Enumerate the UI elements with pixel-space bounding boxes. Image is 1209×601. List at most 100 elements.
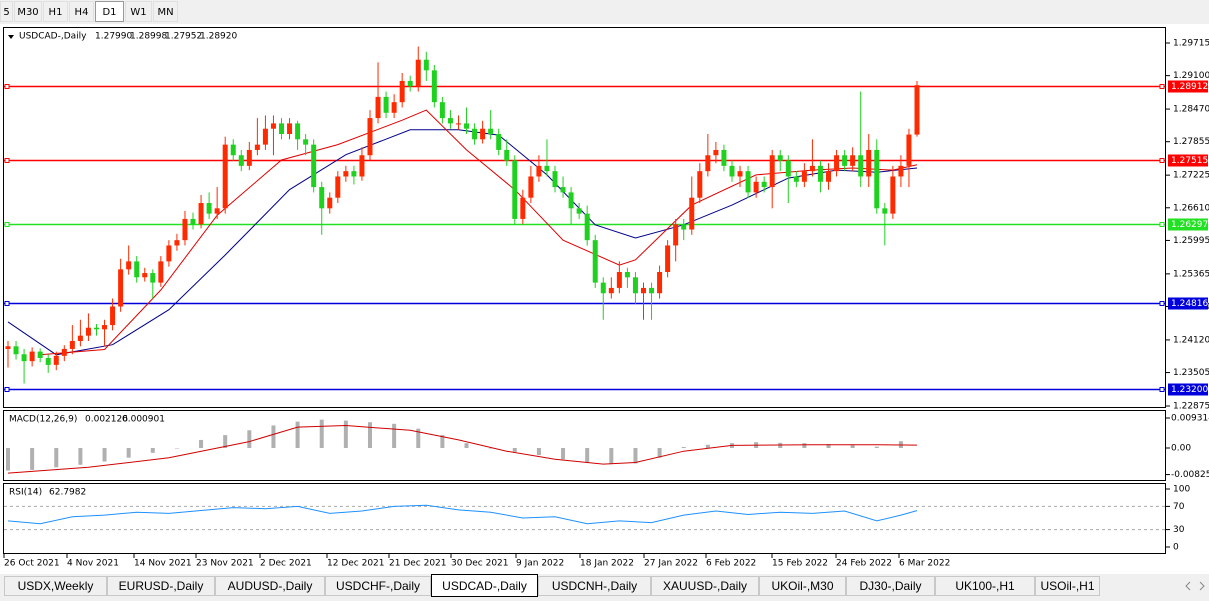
macd-value: 0.002126 <box>85 415 128 425</box>
chart-tab[interactable] <box>651 576 759 596</box>
candle-body <box>504 149 510 161</box>
macd-bar <box>464 443 469 448</box>
candle-body <box>383 96 389 113</box>
price-tick-label: 1.23505 <box>1173 368 1209 378</box>
chart-tab-label[interactable]: USDCNH-,Daily <box>552 579 637 593</box>
chart-tab[interactable] <box>107 576 215 596</box>
level-label: 1.23200 <box>1171 385 1208 395</box>
timeframe-label[interactable]: 5 <box>3 7 9 18</box>
menu-arrow[interactable] <box>8 35 14 39</box>
candle-body <box>423 59 429 71</box>
symbol-label: USDCAD-,Daily <box>19 32 87 42</box>
macd-bar <box>585 448 590 463</box>
level-handle[interactable] <box>4 387 10 392</box>
chart-tab-label[interactable]: DJ30-,Daily <box>859 579 921 593</box>
ohlc-value: 1.28920 <box>200 32 237 42</box>
candle-body <box>287 123 293 135</box>
chart-tab[interactable] <box>846 576 935 596</box>
chart-tab-label[interactable]: EURUSD-,Daily <box>119 579 204 593</box>
macd-bar <box>54 448 59 468</box>
candle-body <box>568 192 574 209</box>
level-label-box <box>1168 80 1208 93</box>
timeframe-button[interactable] <box>0 1 13 22</box>
scroll-right[interactable] <box>1199 581 1205 591</box>
level-handle[interactable] <box>4 84 10 89</box>
candle-body <box>343 171 349 177</box>
chart-tab-label[interactable]: UKOil-,M30 <box>771 579 833 593</box>
rsi-tick-label: 30 <box>1173 525 1185 535</box>
chart-tab-label[interactable]: USDX,Weekly <box>18 579 94 593</box>
level-handle[interactable] <box>1159 222 1165 227</box>
timeframe-button[interactable] <box>153 1 178 22</box>
chart-tab-label[interactable]: XAUUSD-,Daily <box>663 579 747 593</box>
chart-tab-label[interactable]: USOil-,H1 <box>1040 579 1094 593</box>
chart-tab[interactable] <box>538 576 651 596</box>
candle-body <box>632 277 638 294</box>
timeframe-button[interactable] <box>69 1 94 22</box>
chart-tab-label[interactable]: USDCAD-,Daily <box>442 579 527 593</box>
chart-tab-label[interactable]: AUDUSD-,Daily <box>228 579 313 593</box>
candle-body <box>311 144 317 188</box>
timeframe-label[interactable]: D1 <box>102 7 116 18</box>
price-tick-label: 1.27855 <box>1173 137 1209 147</box>
chart-tab[interactable] <box>4 576 107 596</box>
chart-tab[interactable] <box>325 576 431 596</box>
chart-tab[interactable] <box>759 576 846 596</box>
candle-body <box>206 203 212 214</box>
candle-body <box>801 171 807 182</box>
timeframe-button[interactable] <box>43 1 68 22</box>
candle-body <box>102 325 108 330</box>
level-handle[interactable] <box>4 222 10 227</box>
price-tick-label: 1.29715 <box>1173 39 1209 49</box>
candle-body <box>246 149 252 166</box>
candle-body <box>697 171 703 198</box>
chart-tab[interactable] <box>431 574 538 597</box>
candle-body <box>777 155 783 161</box>
chart-tab[interactable] <box>1035 576 1100 596</box>
scroll-left[interactable] <box>1185 581 1191 591</box>
level-handle[interactable] <box>1159 301 1165 306</box>
candle-body <box>560 187 566 193</box>
price-tick-label: 1.25365 <box>1173 269 1209 279</box>
candle-body <box>488 128 494 135</box>
macd-bar <box>343 420 348 448</box>
level-handle[interactable] <box>4 158 10 163</box>
candle-body <box>640 287 646 294</box>
candle-body <box>118 269 124 307</box>
candle-body <box>785 160 791 177</box>
macd-bar <box>78 448 83 465</box>
candle-body <box>536 165 542 177</box>
chart-tab[interactable] <box>935 576 1035 596</box>
timeframe-button[interactable] <box>125 1 152 22</box>
chart-tab[interactable] <box>215 576 325 596</box>
candle-body <box>898 165 904 177</box>
timeframe-label[interactable]: M30 <box>17 7 38 18</box>
price-tick-label: 1.26610 <box>1173 203 1209 213</box>
level-handle[interactable] <box>1159 387 1165 392</box>
timeframe-label[interactable]: W1 <box>130 7 146 18</box>
timeframe-button[interactable] <box>14 1 42 22</box>
level-handle[interactable] <box>1159 84 1165 89</box>
candle-body <box>359 155 365 177</box>
macd-value: 0.000901 <box>122 415 165 425</box>
candle-body <box>230 144 236 156</box>
timeframe-button[interactable] <box>95 1 124 22</box>
candle-body <box>222 144 228 209</box>
price-tick-label: 1.25995 <box>1173 236 1209 246</box>
chart-tab-label[interactable]: USDCHF-,Daily <box>336 579 420 593</box>
timeframe-label[interactable]: H4 <box>75 7 89 18</box>
candle-body <box>842 155 848 166</box>
candle-body <box>817 165 823 182</box>
candle-body <box>624 271 630 278</box>
macd-bar <box>561 448 566 460</box>
level-handle[interactable] <box>4 301 10 306</box>
candle-body <box>415 59 421 87</box>
candle-body <box>769 155 775 188</box>
candle-body <box>713 149 719 156</box>
chart-tab-label[interactable]: UK100-,H1 <box>955 579 1015 593</box>
timeframe-label[interactable]: MN <box>157 7 173 18</box>
candle-body <box>608 287 614 294</box>
candle-body <box>37 351 43 358</box>
timeframe-label[interactable]: H1 <box>49 7 63 18</box>
level-handle[interactable] <box>1159 158 1165 163</box>
